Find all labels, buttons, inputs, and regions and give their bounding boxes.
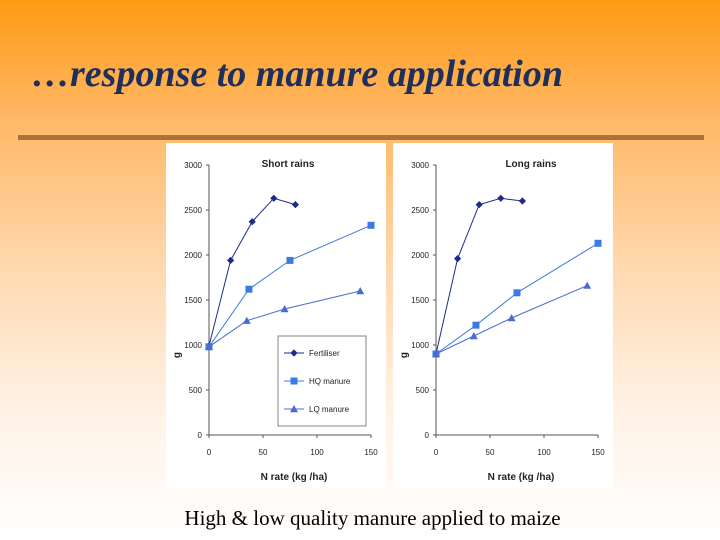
y-tick-label: 2000 [411, 251, 429, 260]
hq-manure-point [594, 239, 602, 247]
x-axis-label: N rate (kg /ha) [488, 472, 555, 483]
lq-manure-point [507, 314, 516, 322]
x-tick-label: 150 [364, 448, 378, 457]
fertiliser-point [475, 201, 483, 209]
fertiliser-point [248, 218, 256, 226]
chart-panel-long-rains: 0 500 1000 1500 2000 2500 3000 0 50 100 150 Long ra… [393, 143, 613, 488]
hq-manure-point [245, 285, 253, 293]
x-tick-label: 150 [591, 448, 605, 457]
lq-manure-point [583, 281, 592, 289]
lq-manure-point [432, 350, 440, 358]
x-tick-label: 50 [486, 448, 495, 457]
y-tick-label: 0 [425, 431, 430, 440]
y-tick-label: 1500 [184, 296, 202, 305]
chart-title: Long rains [505, 159, 557, 170]
x-tick-label: 0 [207, 448, 212, 457]
fertiliser-point [518, 197, 526, 205]
legend-label: Fertiliser [309, 349, 340, 358]
chart-short-rains: 0 500 1000 1500 2000 2500 3000 0 50 100 150 Short r… [172, 159, 378, 483]
fertiliser-point [291, 201, 299, 209]
legend-marker-lq-manure [290, 405, 298, 413]
y-tick-label: 1000 [411, 341, 429, 350]
legend-label: LQ manure [309, 405, 350, 414]
lq-manure-point [469, 332, 478, 340]
y-tick-label: 3000 [184, 161, 202, 170]
legend-marker-hq-manure [290, 377, 298, 385]
chart-panel-short-rains: 0 500 1000 1500 2000 2500 3000 0 50 100 150 Short r… [166, 143, 386, 488]
fertiliser-point [454, 255, 462, 263]
legend-label: HQ manure [309, 377, 351, 386]
lq-manure-point [242, 316, 251, 324]
x-tick-label: 0 [434, 448, 439, 457]
legend-marker-fertiliser [290, 349, 298, 357]
hq-manure-point [286, 256, 294, 264]
lq-manure-point [356, 287, 365, 295]
y-tick-label: 2500 [411, 206, 429, 215]
y-tick-label: 3000 [411, 161, 429, 170]
lq-manure-point [280, 305, 289, 313]
y-tick-label: 1500 [411, 296, 429, 305]
y-axis-label: g [399, 352, 410, 358]
hq-manure-line [208, 224, 372, 348]
lq-manure-line [208, 290, 361, 348]
hq-manure-point [513, 289, 521, 297]
fertiliser-line [435, 197, 523, 355]
chart-long-rains: 0 500 1000 1500 2000 2500 3000 0 50 100 150 Long ra… [399, 159, 605, 483]
x-axis-label: N rate (kg /ha) [261, 472, 328, 483]
hq-manure-point [472, 321, 480, 329]
hq-manure-point [367, 221, 375, 229]
fertiliser-point [227, 256, 235, 264]
y-tick-label: 500 [189, 386, 203, 395]
y-tick-label: 1000 [184, 341, 202, 350]
chart-title: Short rains [262, 159, 315, 170]
x-tick-label: 100 [310, 448, 324, 457]
slide-caption: High & low quality manure applied to mai… [184, 506, 561, 530]
y-axis-label: g [172, 352, 183, 358]
lq-manure-point [205, 342, 213, 350]
title-divider [18, 135, 704, 140]
y-tick-label: 2500 [184, 206, 202, 215]
y-tick-label: 500 [416, 386, 430, 395]
slide-title: …response to manure application [32, 53, 563, 95]
x-tick-label: 50 [259, 448, 268, 457]
fertiliser-point [497, 194, 505, 202]
y-tick-label: 0 [198, 431, 203, 440]
hq-manure-line [435, 242, 599, 355]
x-tick-label: 100 [537, 448, 551, 457]
y-tick-label: 2000 [184, 251, 202, 260]
lq-manure-line [435, 285, 588, 355]
